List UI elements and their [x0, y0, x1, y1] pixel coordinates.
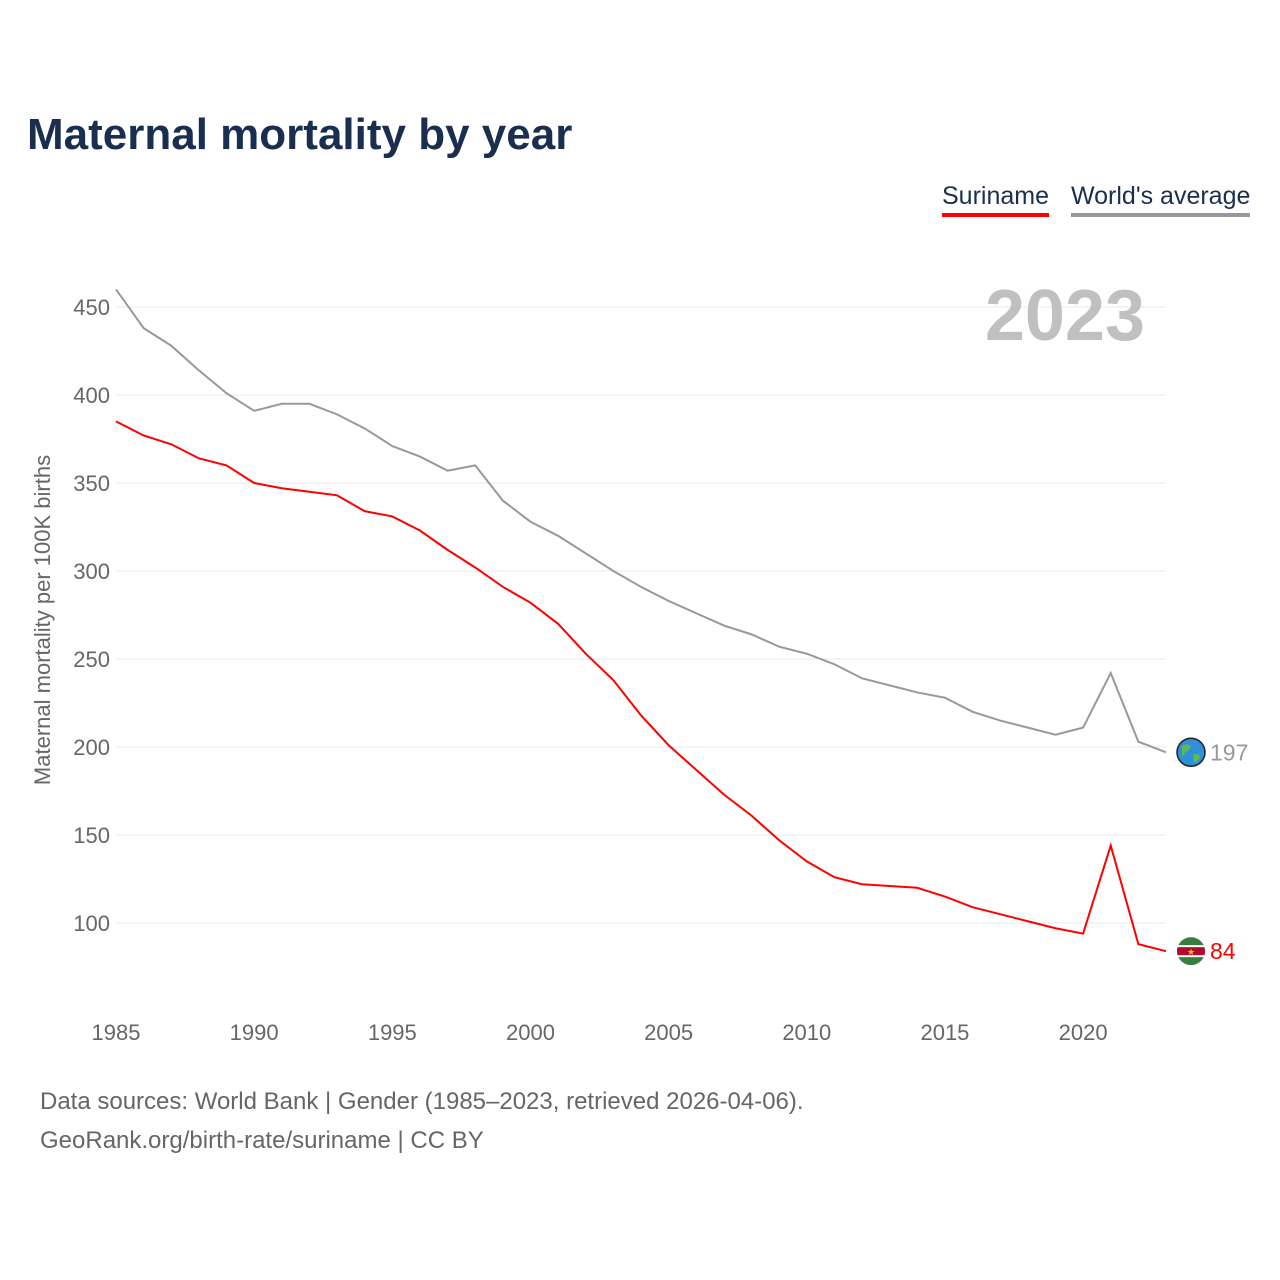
x-tick-label: 1990 [230, 1020, 279, 1045]
x-tick-label: 2020 [1059, 1020, 1108, 1045]
x-tick-label: 2000 [506, 1020, 555, 1045]
legend-world-average[interactable]: World's average [1071, 182, 1251, 217]
x-tick-label: 2005 [644, 1020, 693, 1045]
y-tick-label: 150 [73, 823, 110, 848]
suriname-flag-icon [1177, 937, 1205, 966]
y-tick-label: 450 [73, 295, 110, 320]
end-value-label: 84 [1210, 938, 1236, 964]
y-tick-label: 350 [73, 471, 110, 496]
y-axis-label: Maternal mortality per 100K births [30, 455, 55, 785]
globe-land [1182, 744, 1200, 763]
x-tick-label: 2010 [782, 1020, 831, 1045]
globe-icon [1176, 737, 1206, 768]
y-tick-label: 300 [73, 559, 110, 584]
series-line-suriname [115, 420, 1167, 953]
chart-title: Maternal mortality by year [27, 110, 573, 159]
end-value-label: 197 [1210, 739, 1248, 765]
legend-suriname[interactable]: Suriname [942, 182, 1049, 217]
y-tick-label: 200 [73, 735, 110, 760]
x-tick-label: 1995 [368, 1020, 417, 1045]
source-note: Data sources: World Bank | Gender (1985–… [40, 1088, 804, 1115]
x-tick-label: 2015 [920, 1020, 969, 1045]
series-line-world-s-average [115, 288, 1167, 754]
y-tick-label: 100 [73, 911, 110, 936]
year-watermark: 2023 [985, 276, 1145, 356]
source-url: GeoRank.org/birth-rate/suriname | CC BY [40, 1127, 484, 1154]
x-tick-label: 1985 [92, 1020, 141, 1045]
y-tick-label: 250 [73, 647, 110, 672]
y-tick-label: 400 [73, 383, 110, 408]
flag-star: ★ [1187, 947, 1195, 957]
